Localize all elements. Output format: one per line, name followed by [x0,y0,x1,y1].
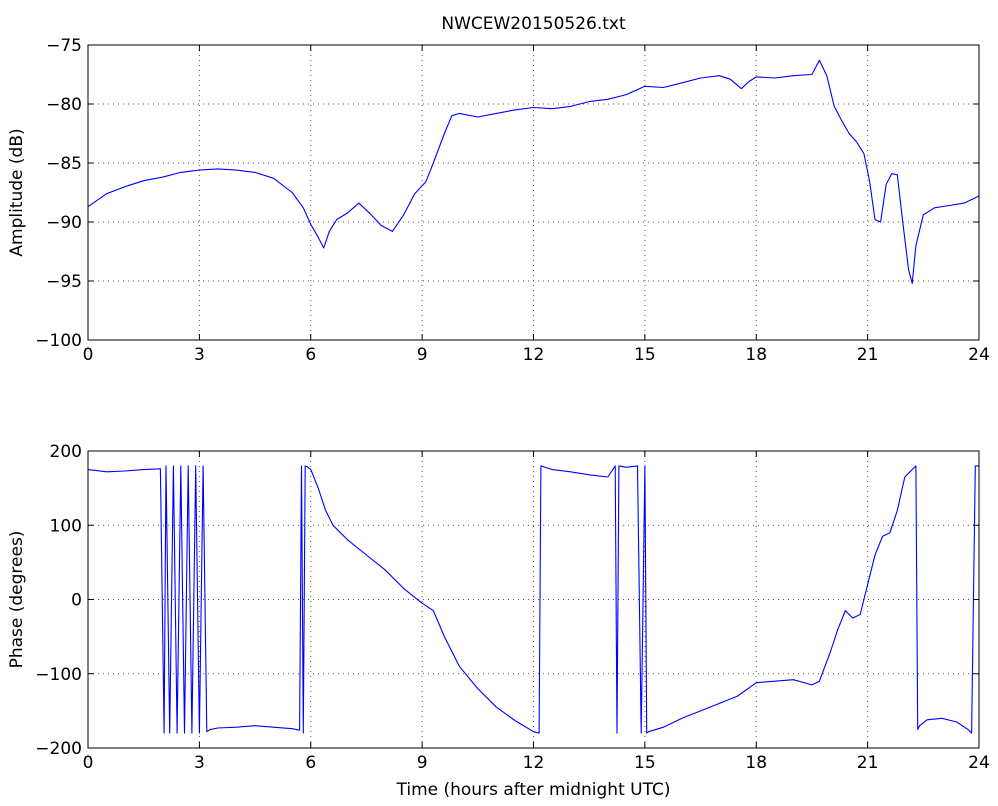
phase-ytick-label: −200 [35,739,82,759]
phase-xtick-label: 15 [634,753,656,773]
phase-ytick-label: 200 [50,442,82,462]
amplitude-panel: 0 3 6 9 12 15 18 21 24 −100 −95 −90 −85 −80 −75 NWCEW20… [7,14,990,365]
phase-trace [87,465,979,734]
phase-xtick-label: 18 [745,753,767,773]
amplitude-xtick-label: 9 [417,345,428,365]
phase-xtick-label: 9 [417,753,428,773]
amplitude-ytick-label: −90 [46,213,82,233]
chart-title: NWCEW20150526.txt [441,14,626,34]
amplitude-xtick-label: 15 [634,345,656,365]
amplitude-ytick-label: −85 [46,154,82,174]
amplitude-ytick-label: −100 [35,331,82,351]
phase-ytick-label: −100 [35,665,82,685]
amplitude-xtick-label: 12 [523,345,545,365]
amplitude-ytick-label: −95 [46,272,82,292]
amplitude-xtick-label: 0 [83,345,94,365]
phase-xtick-label: 21 [857,753,879,773]
amplitude-xtick-label: 24 [968,345,990,365]
phase-xtick-label: 3 [194,753,205,773]
phase-panel: 0 3 6 9 12 15 18 21 24 −200 −100 0 100 200 Time (hours… [7,442,990,800]
phase-xtick-label: 24 [968,753,990,773]
amplitude-xtick-label: 21 [857,345,879,365]
phase-ytick-label: 0 [71,591,82,611]
phase-xtick-label: 6 [305,753,316,773]
phase-y-axis-label: Phase (degrees) [7,531,27,669]
phase-x-axis-label: Time (hours after midnight UTC) [395,780,670,800]
amplitude-xtick-label: 3 [194,345,205,365]
amplitude-xtick-label: 6 [305,345,316,365]
amplitude-ytick-label: −75 [46,36,82,56]
phase-xtick-label: 0 [83,753,94,773]
phase-ytick-label: 100 [50,516,82,536]
amplitude-ytick-label: −80 [46,95,82,115]
amplitude-trace [87,59,980,284]
amplitude-y-axis-label: Amplitude (dB) [7,128,27,256]
phase-xtick-label: 12 [523,753,545,773]
amplitude-xtick-label: 18 [745,345,767,365]
